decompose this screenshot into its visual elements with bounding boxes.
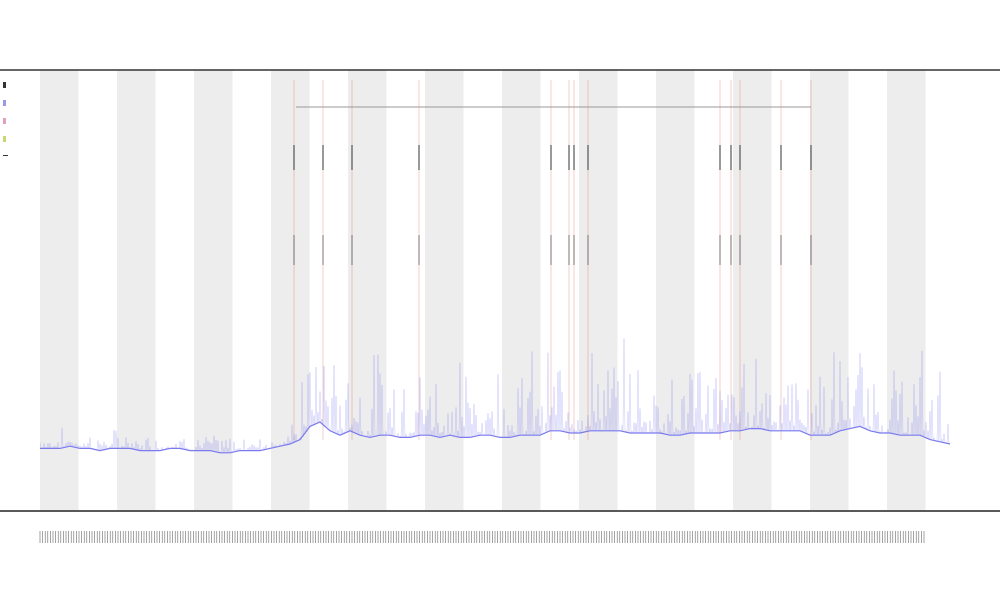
background-band: [656, 70, 695, 510]
legend-swatch: [3, 155, 8, 156]
legend-swatch: [3, 100, 6, 106]
background-band: [194, 70, 233, 510]
background-band: [810, 70, 849, 510]
legend-swatch: [3, 136, 6, 142]
legend: [3, 82, 8, 156]
background-band: [579, 70, 618, 510]
background-band: [425, 70, 464, 510]
event-markers: [293, 80, 812, 440]
background-band: [733, 70, 772, 510]
legend-swatch: [3, 82, 6, 88]
background-bands: [40, 70, 926, 510]
background-band: [887, 70, 926, 510]
background-band: [502, 70, 541, 510]
x-tick-labels: [39, 531, 925, 543]
background-band: [117, 70, 156, 510]
legend-swatch: [3, 118, 6, 124]
background-band: [348, 70, 387, 510]
series-group: [39, 338, 951, 454]
background-band: [40, 70, 79, 510]
series-line: [40, 421, 951, 454]
